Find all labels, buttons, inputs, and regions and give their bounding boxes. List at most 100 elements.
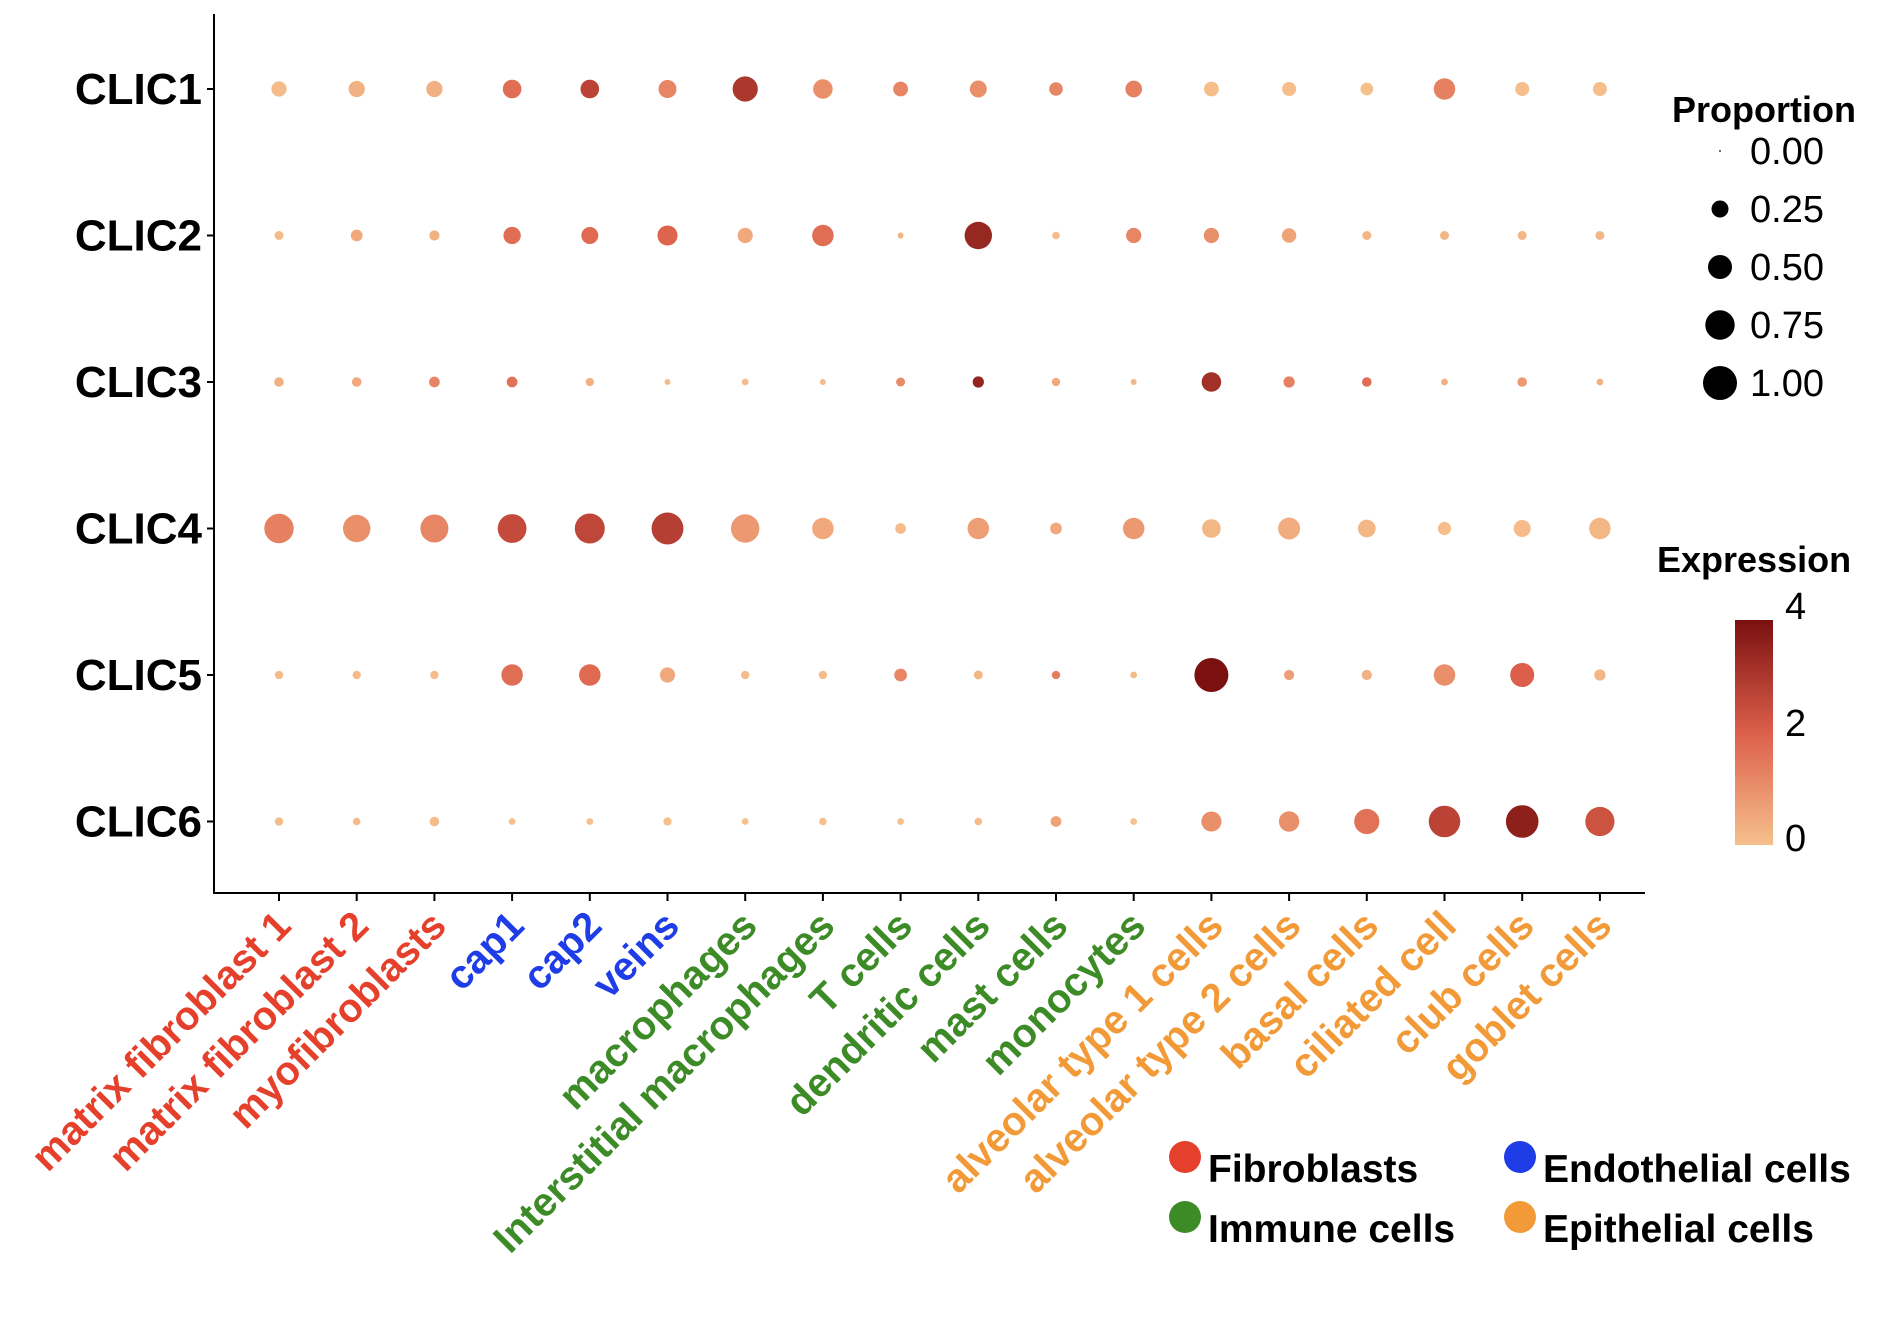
dot [579, 664, 601, 686]
dots [264, 76, 1615, 838]
dot [897, 232, 904, 239]
dot [819, 379, 826, 385]
dot [819, 817, 827, 826]
dot [497, 514, 527, 543]
dot [1517, 377, 1528, 387]
dot [1513, 520, 1531, 537]
dot [274, 377, 284, 387]
group-legend-dot [1169, 1141, 1201, 1173]
dot [893, 81, 909, 97]
proportion-legend-title: Proportion [1672, 89, 1856, 130]
dot [813, 79, 833, 99]
proportion-legend-dot [1711, 200, 1729, 218]
group-legend-label: Epithelial cells [1543, 1208, 1814, 1251]
dot [1051, 670, 1061, 680]
dot [274, 231, 284, 240]
group-legend-label: Immune cells [1208, 1208, 1455, 1251]
proportion-legend-label: 0.75 [1750, 305, 1824, 347]
dot [1596, 378, 1604, 386]
dot [420, 514, 449, 543]
dot [342, 514, 371, 543]
dot [1354, 808, 1380, 835]
dot [737, 227, 753, 244]
proportion-legend-label: 1.00 [1750, 363, 1824, 405]
proportion-legend-dot [1705, 310, 1735, 340]
dot [429, 376, 440, 388]
dot [1441, 378, 1448, 386]
dot [1433, 78, 1456, 100]
dot [1361, 377, 1372, 387]
dot [741, 818, 749, 825]
dot [506, 376, 518, 388]
dot [1589, 517, 1611, 540]
dot [1282, 81, 1297, 97]
dot [896, 377, 906, 387]
dot [1283, 376, 1295, 388]
dot [1122, 517, 1145, 540]
dot [895, 523, 906, 534]
dot [581, 227, 599, 244]
dot [1505, 805, 1539, 838]
dot [812, 224, 834, 247]
dot [972, 376, 984, 388]
dot [1517, 231, 1527, 240]
dot [1595, 231, 1605, 240]
dot [1050, 816, 1062, 827]
gene-label-clic1: CLIC1 [75, 65, 202, 114]
proportion-legend-label: 0.25 [1750, 189, 1824, 231]
expression-color-bar [1735, 620, 1773, 845]
dot [429, 230, 440, 241]
dot [274, 817, 284, 826]
dot [1361, 669, 1372, 681]
gene-label-clic4: CLIC4 [75, 505, 203, 554]
expression-legend-title: Expression [1657, 539, 1851, 580]
dot [1428, 805, 1461, 838]
category-label: cap1 [437, 903, 533, 999]
dot [969, 80, 987, 98]
dot [585, 377, 594, 387]
dot [1592, 81, 1607, 97]
dot [812, 517, 834, 540]
dot [741, 670, 750, 680]
dot [1203, 227, 1219, 244]
dot [894, 668, 907, 682]
dot [1437, 521, 1452, 536]
proportion-legend-dot [1703, 366, 1737, 400]
group-legend-dot [1169, 1201, 1201, 1233]
dot [973, 670, 983, 680]
dot [1130, 818, 1138, 825]
dot [741, 378, 749, 386]
dot [271, 81, 287, 97]
dot [508, 818, 516, 825]
dot [974, 817, 983, 826]
dot [503, 226, 521, 245]
dot [1278, 811, 1300, 832]
dot [351, 377, 362, 387]
dot [1049, 82, 1063, 96]
dot [1194, 658, 1229, 692]
dot [352, 817, 361, 826]
dot [1510, 662, 1535, 688]
dot [1051, 377, 1061, 387]
group-legend-dot [1504, 1141, 1536, 1173]
dot [1278, 517, 1301, 540]
dot [651, 512, 684, 545]
dot [659, 667, 676, 683]
gene-label-clic2: CLIC2 [75, 212, 202, 261]
dot [1284, 669, 1295, 681]
dot [274, 670, 284, 680]
expression-tick-mid: 2 [1785, 703, 1806, 745]
dot [430, 670, 439, 680]
dot [730, 514, 760, 543]
proportion-legend-dot [1719, 150, 1721, 152]
dot [1594, 669, 1606, 681]
dot [501, 664, 523, 686]
dot [657, 225, 678, 246]
dot [1357, 519, 1376, 538]
expression-tick-max: 4 [1785, 586, 1806, 628]
dot [967, 517, 990, 540]
dot [818, 670, 828, 680]
dot [586, 818, 594, 825]
